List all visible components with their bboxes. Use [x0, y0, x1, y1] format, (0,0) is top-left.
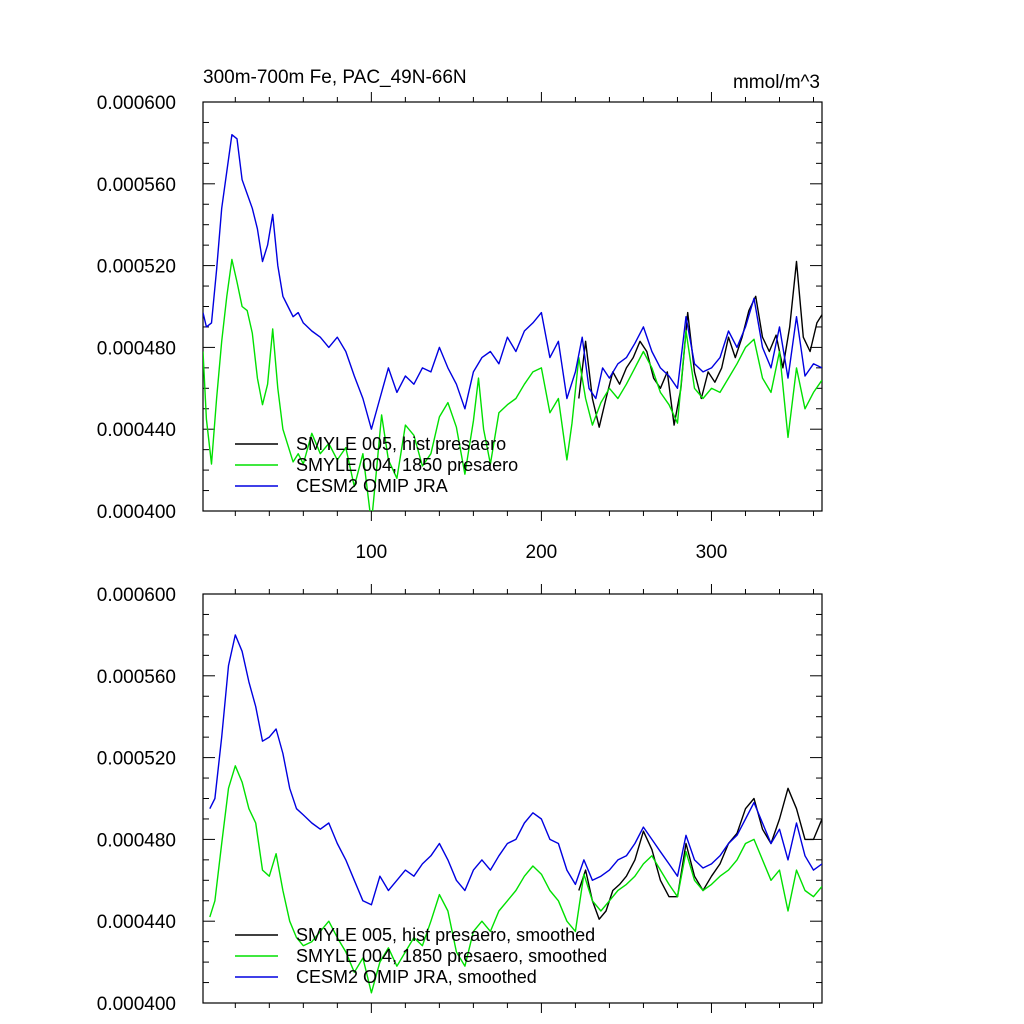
- y-tick-label: 0.000520: [97, 257, 176, 278]
- y-tick-label: 0.000560: [97, 175, 176, 196]
- series-line-3: [203, 134, 822, 430]
- y-tick-label: 0.000600: [97, 585, 176, 606]
- x-tick-label: 100: [356, 542, 388, 563]
- y-tick-label: 0.000480: [97, 830, 176, 851]
- legend-label: CESM2 OMIP JRA, smoothed: [296, 967, 537, 987]
- y-tick-label: 0.000440: [97, 912, 176, 933]
- legend-label: SMYLE 005, hist presaero, smoothed: [296, 925, 595, 945]
- legend-label: SMYLE 004, 1850 presaero: [296, 455, 518, 475]
- y-tick-label: 0.000400: [97, 994, 176, 1015]
- y-tick-label: 0.000440: [97, 420, 176, 441]
- units-label: mmol/m^3: [733, 72, 820, 93]
- series-line-1: [578, 787, 822, 920]
- y-tick-label: 0.000520: [97, 749, 176, 770]
- chart-panel-1: 0.000400 0.000440 0.000480 0.000520 0.000560…: [97, 67, 823, 563]
- legend-label: SMYLE 004, 1850 presaero, smoothed: [296, 946, 607, 966]
- series-line-2: [203, 258, 822, 511]
- legend-label: CESM2 OMIP JRA: [296, 476, 448, 496]
- y-tick-label: 0.000400: [97, 502, 176, 523]
- series-line-1: [578, 260, 822, 428]
- series-line-3: [209, 634, 822, 906]
- x-tick-label: 200: [526, 542, 558, 563]
- series-line-2: [209, 765, 822, 994]
- chart-title: 300m-700m Fe, PAC_49N-66N: [203, 67, 467, 88]
- y-tick-label: 0.000480: [97, 338, 176, 359]
- y-tick-label: 0.000560: [97, 667, 176, 688]
- chart-panel-2: 0.000400 0.000440 0.000480 0.000520 0.000560…: [97, 584, 823, 1015]
- x-tick-label: 300: [696, 542, 728, 563]
- y-tick-label: 0.000600: [97, 93, 176, 114]
- legend-label: SMYLE 005, hist presaero: [296, 434, 506, 454]
